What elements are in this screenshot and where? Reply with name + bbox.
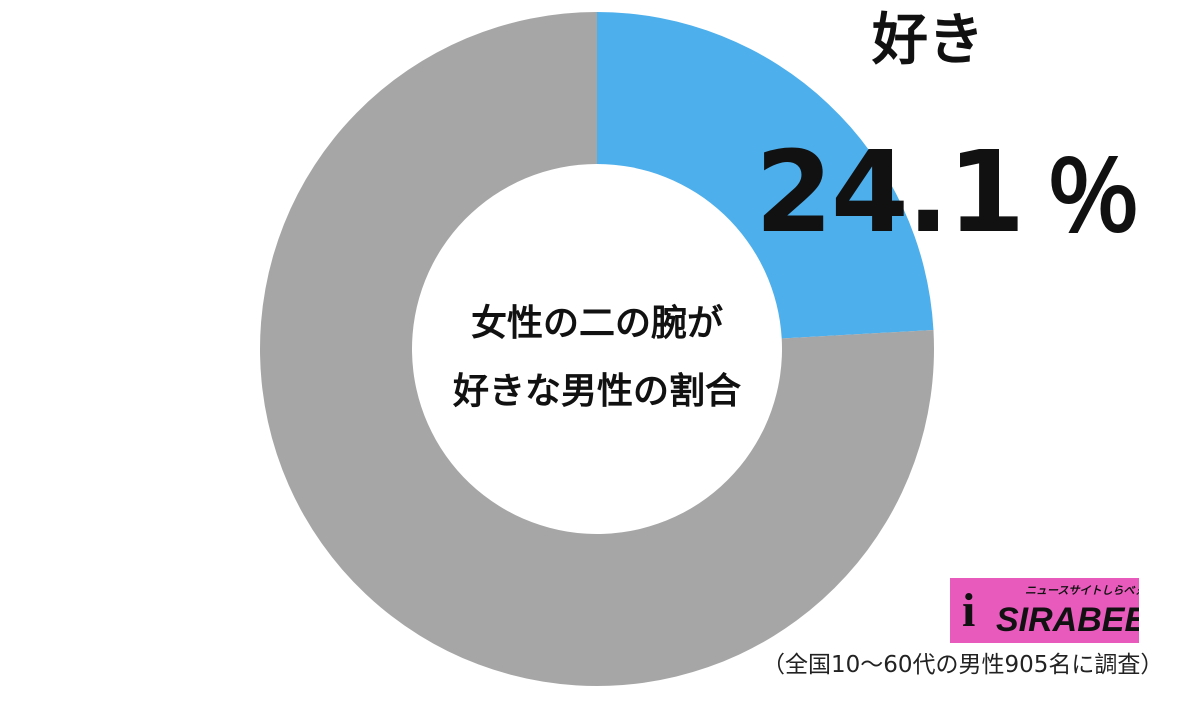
donut-slice-0 — [597, 12, 934, 339]
logo-subtitle: ニュースサイトしらべぇ — [1025, 584, 1139, 597]
chart-title: 女性の二の腕が 好きな男性の割合 — [412, 290, 782, 426]
chart-title-line: 女性の二の腕が — [470, 303, 723, 344]
logo-i-mark: i — [962, 584, 976, 637]
sirabee-logo: i ニュースサイトしらべぇ SIRABEE — [950, 578, 1139, 643]
slice-value-label: 24.1 ％ — [755, 128, 1141, 263]
logo-wordmark: SIRABEE — [996, 601, 1139, 639]
survey-footnote: （全国10〜60代の男性905名に調査） — [762, 652, 1164, 678]
chart-title-line: 好きな男性の割合 — [452, 371, 741, 412]
slice-label: 好き — [872, 8, 984, 73]
percent-unit: ％ — [1045, 142, 1141, 254]
percent-value: 24.1 — [755, 128, 1025, 258]
donut-slice-1 — [259, 12, 934, 686]
